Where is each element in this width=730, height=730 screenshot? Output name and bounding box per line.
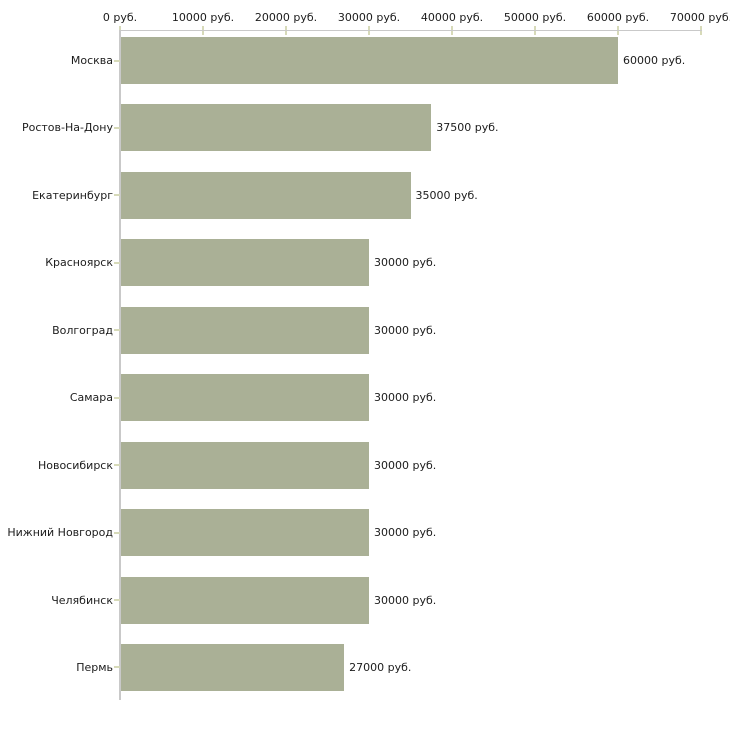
y-axis-line: [119, 30, 121, 700]
category-tick-mark: [114, 666, 120, 669]
category-tick-mark: [114, 329, 120, 332]
x-axis-tick-label: 30000 руб.: [337, 11, 401, 24]
category-label: Челябинск: [51, 593, 113, 607]
x-axis-tick-label: 50000 руб.: [503, 11, 567, 24]
category-tick-mark: [114, 464, 120, 467]
value-label: 35000 руб.: [415, 188, 478, 202]
category-tick-mark: [114, 531, 120, 534]
category-label: Новосибирск: [37, 458, 113, 472]
category-label: Нижний Новгород: [7, 526, 113, 540]
bar: [121, 37, 618, 84]
category-label: Самара: [69, 391, 113, 405]
category-label: Пермь: [76, 660, 113, 674]
bar: [121, 171, 411, 219]
bar: [121, 576, 369, 624]
value-label: 30000 руб.: [374, 458, 437, 472]
x-axis-tick-label: 20000 руб.: [254, 11, 318, 24]
bar: [121, 306, 369, 354]
category-label: Волгоград: [52, 323, 113, 337]
category-label: Москва: [70, 54, 113, 67]
x-axis-tick-label: 10000 руб.: [171, 11, 235, 24]
value-label: 60000 руб.: [623, 54, 686, 67]
category-tick-mark: [114, 126, 120, 129]
bar: [121, 374, 369, 422]
x-axis-tick-label: 0 руб.: [102, 11, 138, 24]
value-label: 27000 руб.: [349, 660, 412, 674]
category-tick-mark: [114, 261, 120, 264]
x-axis-tick-label: 60000 руб.: [586, 11, 650, 24]
value-label: 30000 руб.: [374, 593, 437, 607]
x-axis-tick-label: 70000 руб.: [669, 11, 730, 24]
bar: [121, 239, 369, 287]
category-tick-mark: [114, 599, 120, 602]
value-label: 30000 руб.: [374, 526, 437, 540]
category-label: Красноярск: [45, 256, 113, 270]
category-tick-mark: [114, 194, 120, 197]
bar: [121, 509, 369, 557]
value-label: 30000 руб.: [374, 323, 437, 337]
x-axis-line: [120, 30, 702, 31]
category-tick-mark: [114, 59, 120, 62]
bar: [121, 643, 345, 691]
bar: [121, 441, 369, 489]
category-tick-mark: [114, 396, 120, 399]
value-label: 30000 руб.: [374, 256, 437, 270]
x-axis-tick-label: 40000 руб.: [420, 11, 484, 24]
value-label: 30000 руб.: [374, 391, 437, 405]
value-label: 37500 руб.: [436, 121, 499, 135]
bar: [121, 104, 432, 152]
category-label: Ростов-На-Дону: [21, 121, 113, 135]
category-label: Екатеринбург: [32, 188, 113, 202]
